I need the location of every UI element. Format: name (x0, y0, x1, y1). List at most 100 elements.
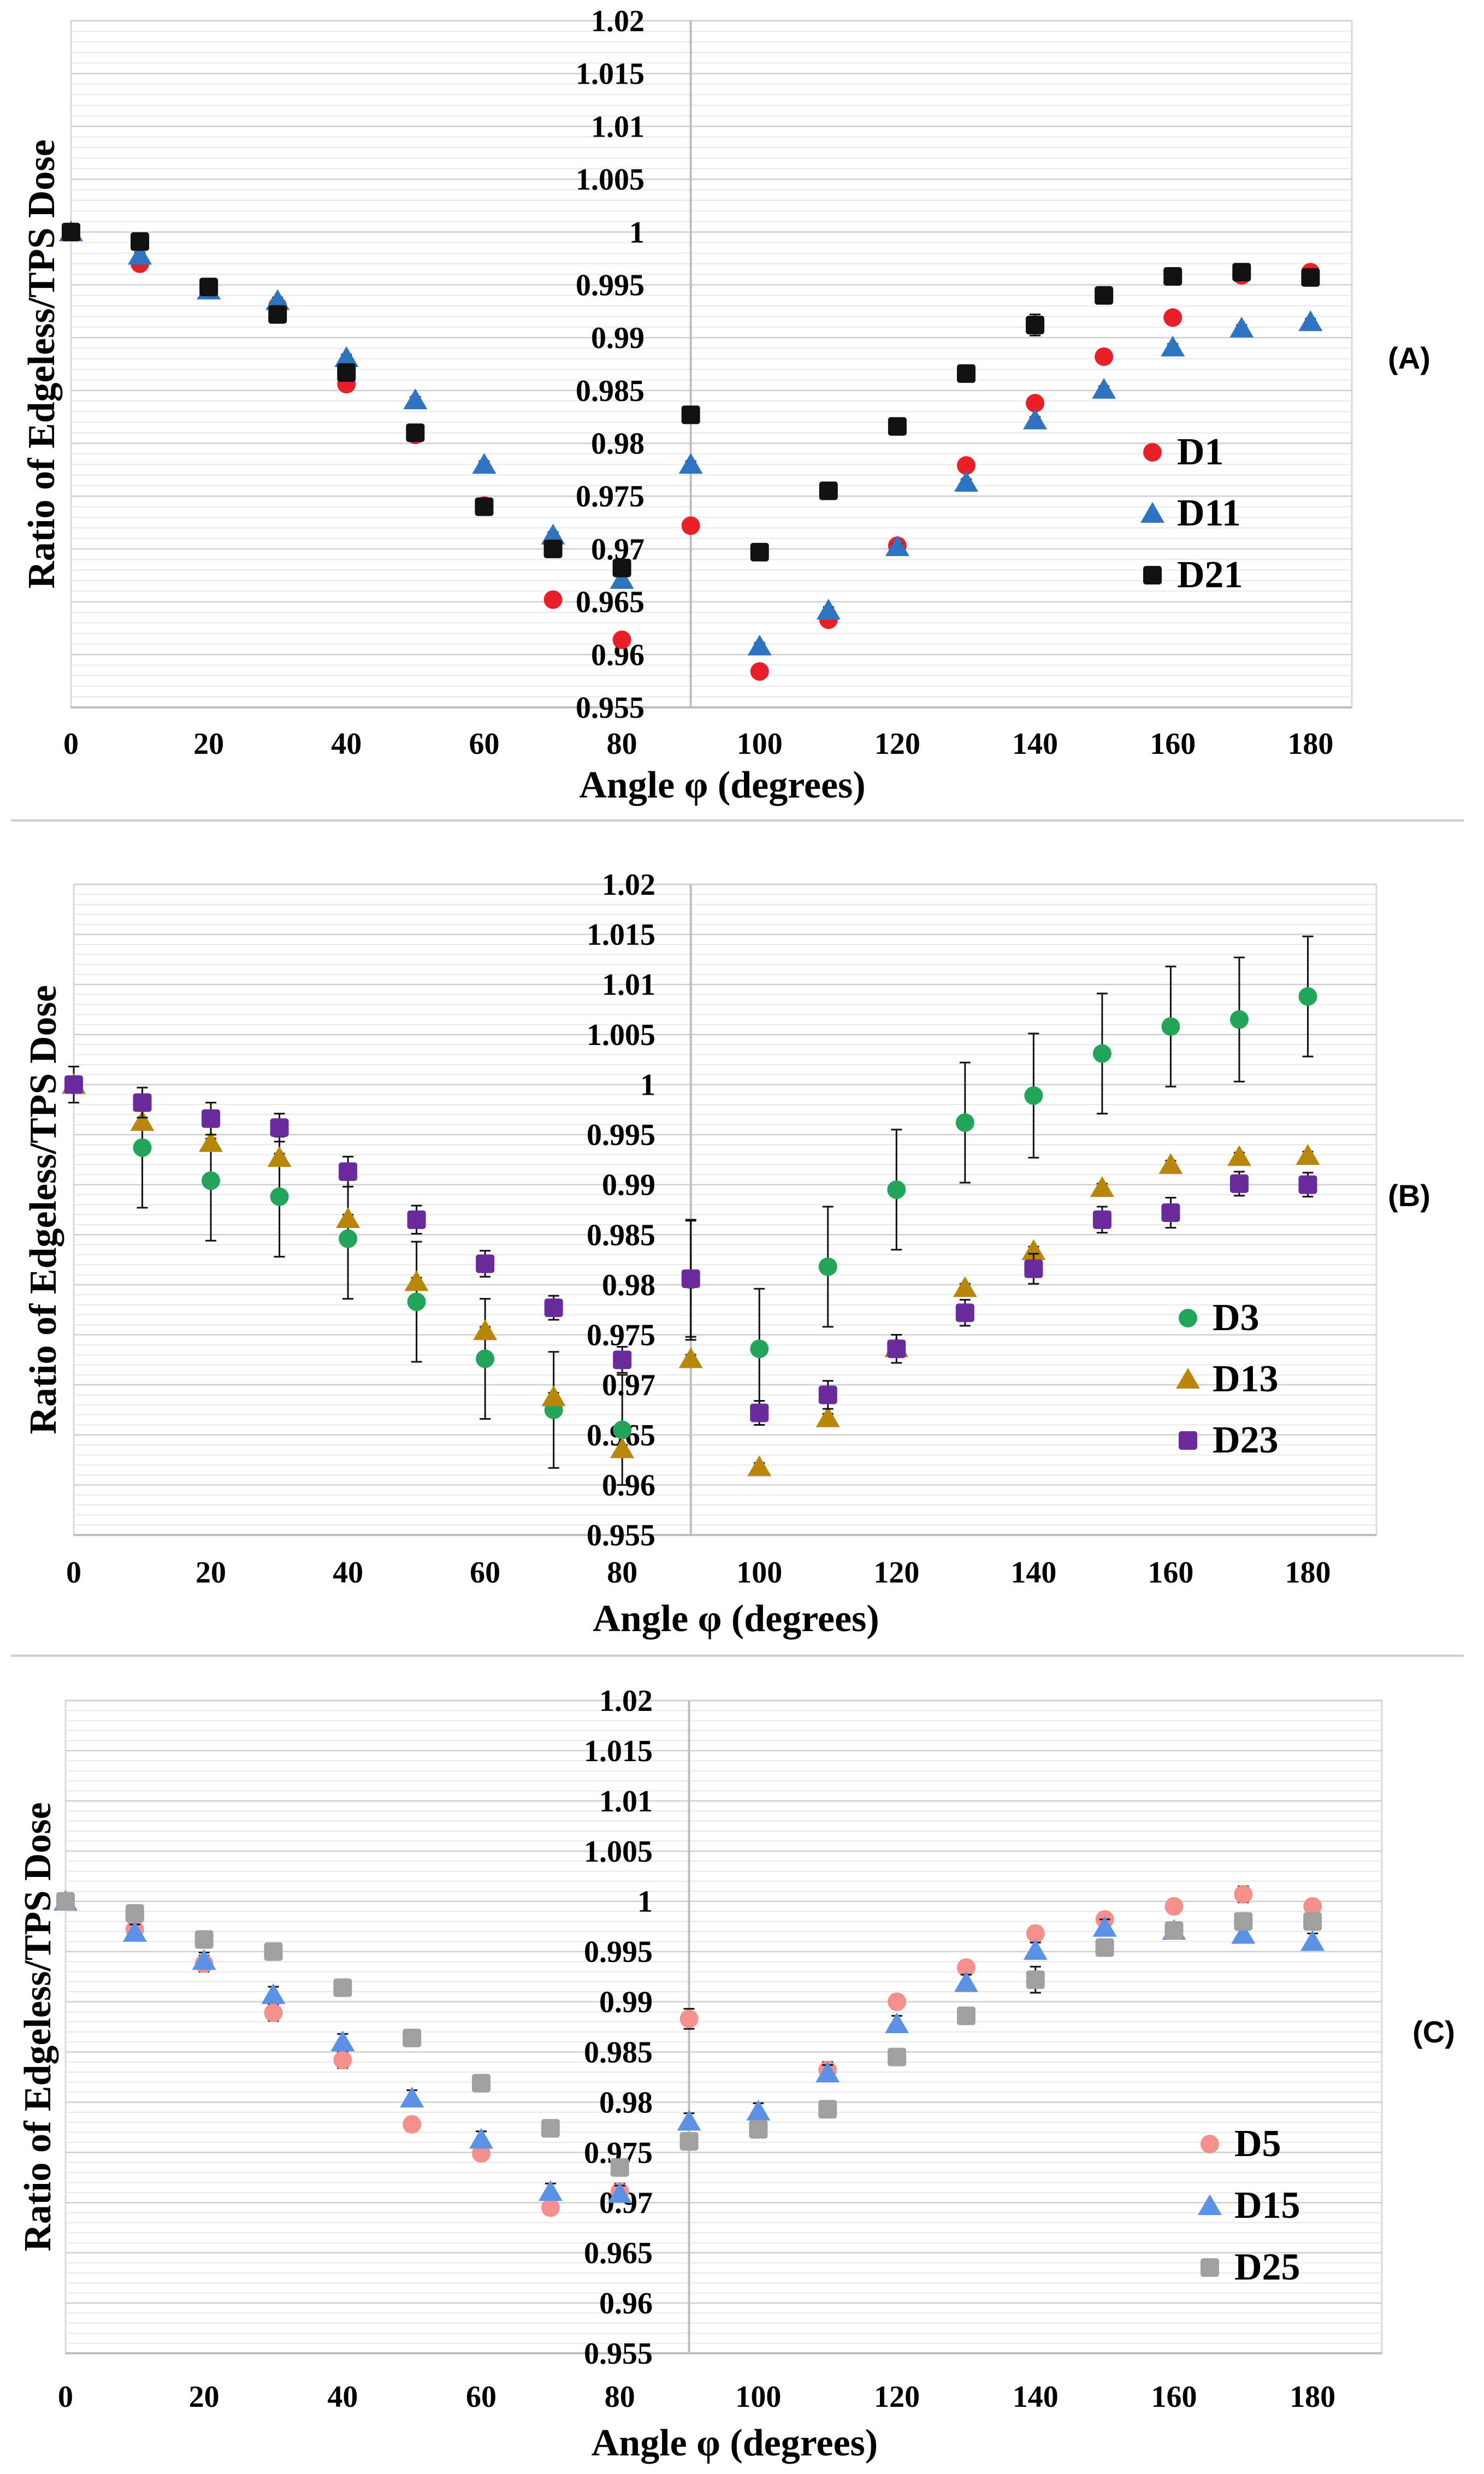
data-point-d3 (1229, 1010, 1249, 1029)
data-point-d11 (816, 599, 841, 620)
data-point-d3 (887, 1180, 906, 1199)
x-tick-label: 60 (470, 1556, 500, 1590)
data-point-d15 (330, 2030, 355, 2052)
y-tick-label: 1.01 (602, 968, 655, 1002)
data-point-d3 (133, 1138, 152, 1157)
data-point-d5 (264, 2003, 283, 2022)
data-point-d25 (1095, 1938, 1114, 1957)
legend-entry-d15: D15 (1198, 2184, 1300, 2227)
y-tick-label: 0.99 (599, 1986, 653, 2020)
data-point-d23 (544, 1298, 563, 1318)
data-point-d23 (887, 1339, 906, 1359)
data-point-d21 (199, 277, 218, 297)
x-tick-label: 120 (874, 727, 920, 761)
legend-marker (1201, 2258, 1219, 2277)
y-tick-label: 0.99 (602, 1168, 655, 1202)
legend-marker (1179, 1431, 1197, 1450)
series-d25 (56, 1892, 1322, 2177)
data-point-d23 (407, 1210, 426, 1229)
data-point-d3 (818, 1257, 837, 1276)
legend-entry-d25: D25 (1201, 2246, 1300, 2288)
data-point-d13 (747, 1455, 772, 1477)
data-point-d25 (1026, 1970, 1045, 1989)
y-tick-label: 1.005 (587, 1018, 655, 1052)
x-tick-label: 100 (735, 2380, 781, 2414)
data-point-d23 (955, 1303, 974, 1322)
x-tick-label: 100 (737, 727, 783, 761)
panel-label: (B) (1388, 1178, 1430, 1213)
legend-marker (1179, 1309, 1197, 1327)
data-point-d23 (270, 1118, 289, 1137)
legend-entry-d21: D21 (1143, 554, 1243, 596)
data-point-d3 (476, 1349, 495, 1368)
y-tick-label: 0.98 (591, 427, 645, 461)
y-tick-label: 0.955 (576, 691, 645, 725)
data-point-d15 (607, 2182, 632, 2203)
x-tick-labels: 0 20 40 60 80 100 120 140 160 180 (63, 727, 1333, 761)
data-point-d21 (1026, 315, 1045, 334)
x-tick-label: 100 (736, 1556, 782, 1590)
series-d21 (62, 222, 1320, 577)
data-point-d21 (131, 232, 150, 251)
data-point-d5 (1164, 1897, 1184, 1916)
data-point-d5 (1303, 1897, 1322, 1916)
y-tick-label: 0.985 (584, 2035, 653, 2069)
y-tick-labels: 0.9550.960.9650.970.9750.980.9850.990.99… (587, 868, 655, 1552)
data-point-d11 (885, 535, 909, 557)
data-point-d1 (612, 630, 631, 650)
data-point-d11 (403, 388, 428, 410)
data-point-d21 (62, 222, 80, 241)
data-point-d13 (953, 1276, 977, 1297)
x-tick-label: 40 (331, 727, 362, 761)
y-tick-label: 1.01 (599, 1785, 653, 1818)
data-point-d15 (815, 2062, 840, 2083)
data-point-d21 (1301, 268, 1320, 287)
data-point-d3 (1024, 1086, 1043, 1105)
data-point-d11 (610, 568, 634, 589)
panel-b-chart: 0.9550.960.9650.970.9750.980.9850.990.99… (22, 868, 1430, 1640)
x-tick-label: 80 (605, 2380, 635, 2414)
legend-label: D13 (1213, 1358, 1279, 1400)
data-point-d25 (1303, 1912, 1322, 1931)
data-point-d21 (475, 497, 494, 516)
data-point-d23 (476, 1254, 495, 1273)
data-point-d11 (747, 634, 772, 656)
data-point-d11 (1092, 377, 1116, 399)
data-point-d15 (1300, 1930, 1325, 1951)
data-point-d13 (815, 1406, 840, 1427)
panel-divider (11, 819, 1464, 822)
legend-marker (1198, 2194, 1222, 2215)
data-point-d11 (678, 453, 703, 474)
data-point-d23 (1024, 1259, 1043, 1278)
data-point-d25 (264, 1942, 283, 1961)
x-tick-label: 20 (196, 1556, 226, 1590)
x-tick-label: 160 (1151, 2380, 1197, 2414)
data-point-d11 (1229, 316, 1254, 338)
y-tick-label: 1.02 (599, 1684, 653, 1718)
data-point-d3 (750, 1339, 769, 1359)
data-point-d11 (541, 523, 565, 545)
x-tick-label: 20 (189, 2380, 220, 2414)
data-point-d13 (1158, 1153, 1183, 1174)
data-point-d25 (1164, 1921, 1184, 1940)
series-d15 (54, 1890, 1325, 2203)
y-tick-label: 1 (637, 1885, 653, 1919)
data-point-d13 (610, 1437, 635, 1459)
data-point-d1 (1095, 347, 1114, 366)
panel-divider (11, 1655, 1464, 1657)
legend-entry-d1: D1 (1143, 431, 1224, 473)
data-point-d3 (339, 1229, 358, 1248)
x-axis-title: Angle φ (degrees) (579, 764, 866, 806)
data-point-d25 (541, 2119, 560, 2138)
x-tick-label: 140 (1013, 2380, 1059, 2414)
y-axis-title: Ratio of Edgeless/TPS Dose (22, 985, 64, 1434)
legend-marker (1201, 2135, 1219, 2153)
data-point-d1 (543, 590, 563, 609)
data-point-d5 (1234, 1885, 1253, 1904)
data-point-d5 (472, 2144, 491, 2163)
data-point-d23 (133, 1093, 152, 1112)
data-point-d15 (469, 2128, 494, 2149)
data-point-d25 (956, 2006, 975, 2026)
legend-entry-d23: D23 (1179, 1419, 1279, 1461)
